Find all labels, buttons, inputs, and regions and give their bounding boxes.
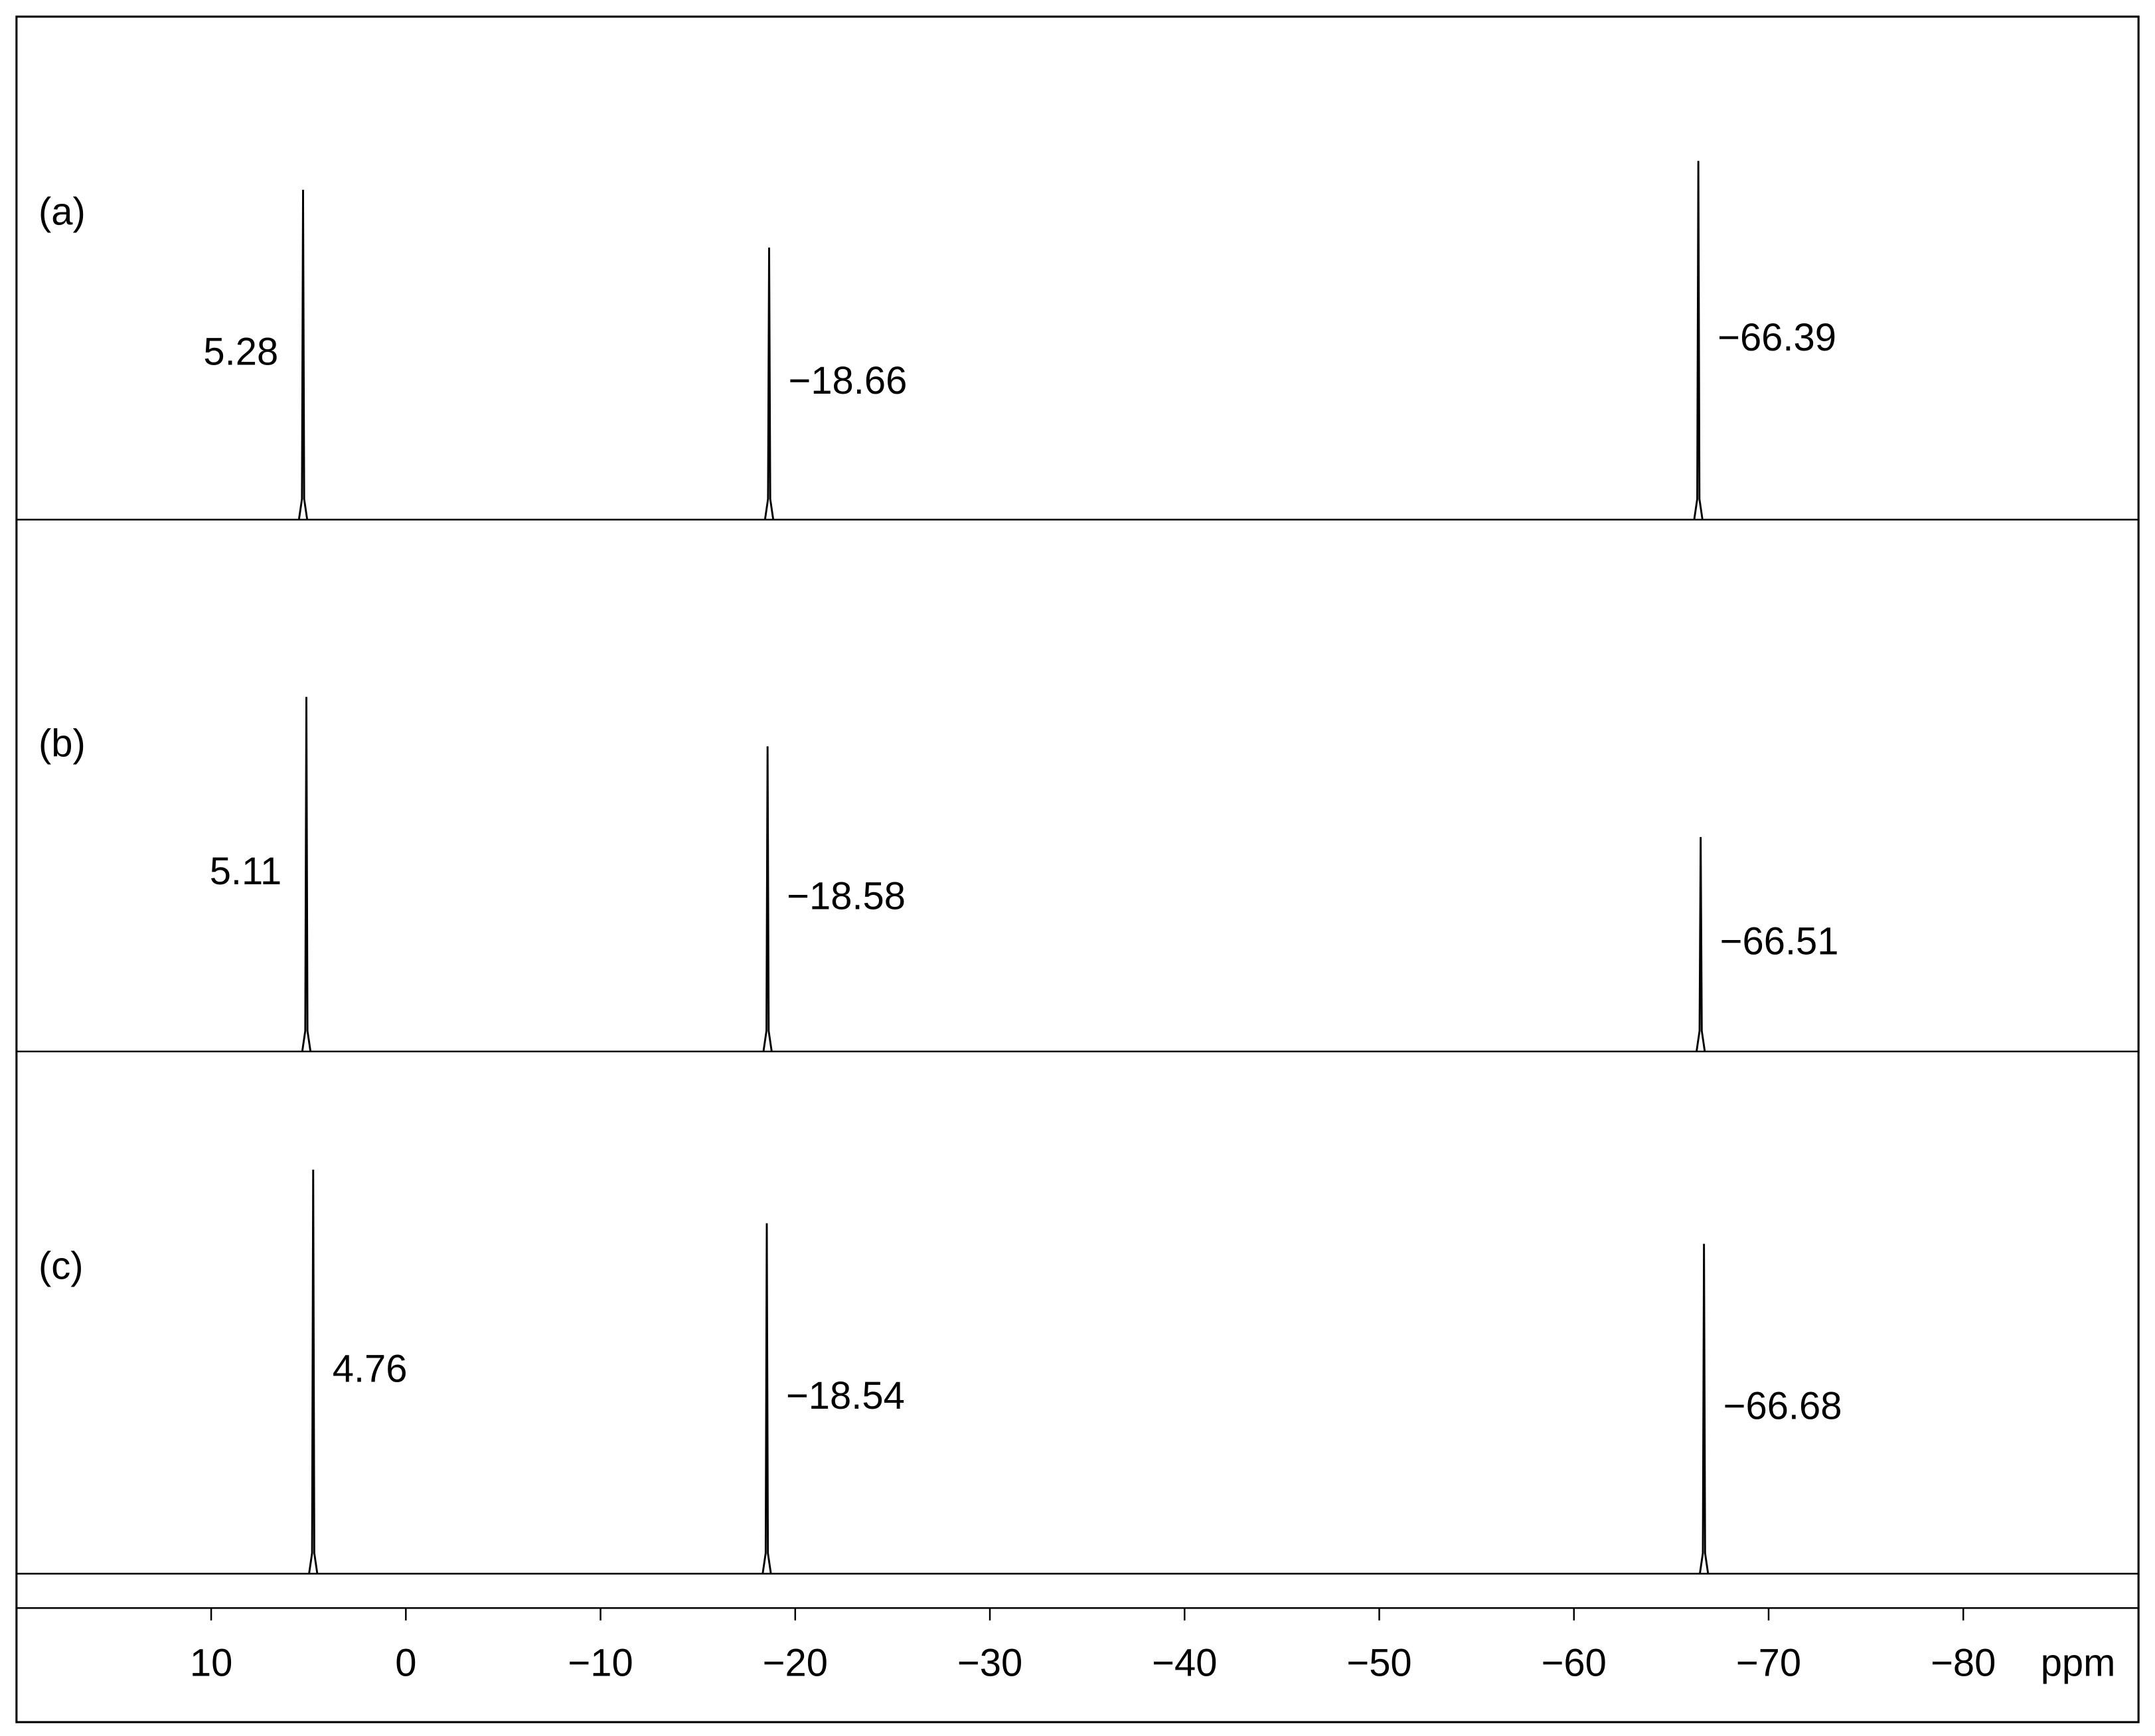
x-tick-label: −30 [957, 1642, 1022, 1685]
frame [15, 15, 2140, 1723]
spectrum-label: (a) [39, 191, 86, 233]
peak-label: 5.11 [210, 850, 282, 893]
x-axis-label: ppm [2041, 1642, 2116, 1685]
peak [761, 1223, 772, 1574]
peak-label: −66.51 [1720, 921, 1839, 963]
peak [297, 189, 309, 520]
peak-label: −66.68 [1723, 1385, 1842, 1427]
peak [762, 746, 773, 1052]
peak-label: −18.58 [787, 875, 906, 917]
peak [308, 1169, 319, 1574]
x-tick-label: −70 [1736, 1642, 1801, 1685]
peak [1696, 836, 1706, 1052]
peak-label: −18.66 [788, 360, 907, 402]
peak [763, 247, 775, 520]
peak-label: 4.76 [333, 1348, 408, 1391]
x-tick-label: 0 [395, 1642, 416, 1685]
peak-label: 5.28 [203, 331, 278, 374]
spectrum-label: (c) [39, 1245, 84, 1287]
peak [301, 696, 312, 1052]
x-tick-label: −10 [568, 1642, 633, 1685]
x-tick-label: −80 [1931, 1642, 1996, 1685]
peak [1698, 1243, 1710, 1574]
x-tick-label: −60 [1542, 1642, 1607, 1685]
peak-label: −66.39 [1717, 317, 1836, 359]
x-tick-label: −20 [763, 1642, 828, 1685]
spectrum-label: (b) [39, 723, 86, 765]
peak [1693, 161, 1704, 520]
x-tick-label: −40 [1152, 1642, 1217, 1685]
peak-label: −18.54 [786, 1375, 905, 1417]
x-tick-label: 10 [190, 1642, 232, 1685]
x-tick-label: −50 [1346, 1642, 1411, 1685]
